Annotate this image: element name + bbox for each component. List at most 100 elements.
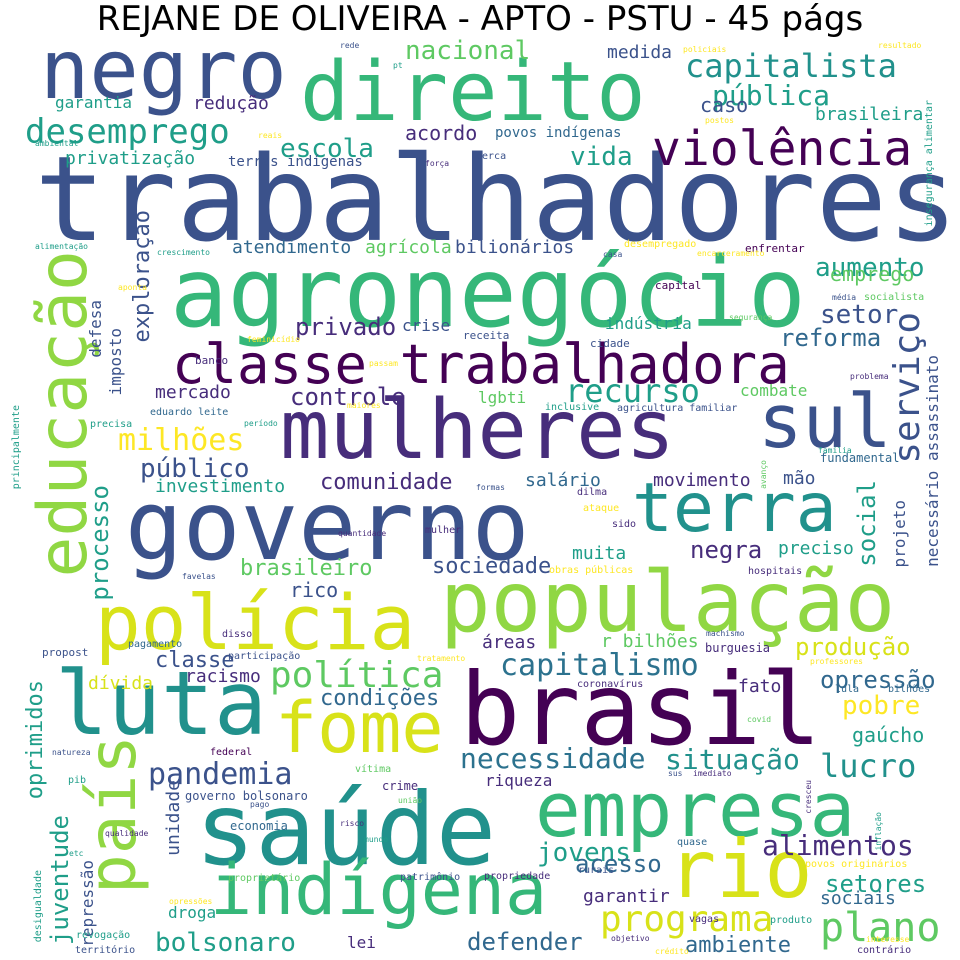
word-projeto: projeto: [890, 500, 909, 568]
word-controle: controle: [290, 383, 406, 411]
word-governo-bolsonaro: governo bolsonaro: [185, 789, 308, 803]
word-condicoes: condições: [320, 686, 440, 711]
word-feminicidio: feminicídio: [247, 335, 300, 344]
word-passam: passam: [369, 359, 398, 368]
word-exploracao: exploração: [130, 210, 155, 343]
word-lucro: lucro: [820, 747, 917, 785]
word-sul: sul: [758, 379, 892, 465]
word-povos-originarios: povos originários: [805, 859, 908, 870]
word-banco: banco: [195, 354, 229, 367]
word-agricultura-familiar: agricultura familiar: [617, 403, 738, 414]
word-pago: pago: [250, 800, 270, 809]
word-interesse: interesse: [866, 935, 910, 944]
word-fato: fato: [738, 676, 782, 697]
word-juventude: juventude: [46, 815, 74, 946]
word-periodo: período: [244, 419, 278, 428]
word-negro: negro: [40, 23, 287, 118]
word-agricola: agrícola: [365, 237, 452, 258]
word-desempregado: desempregado: [624, 239, 697, 250]
word-defesa: defesa: [86, 300, 105, 358]
word-pagamento: pagamento: [128, 639, 183, 650]
word-familia: família: [818, 446, 852, 455]
word-bilhoes: bilhões: [888, 684, 931, 695]
word-mundo: mundo: [364, 835, 389, 844]
word-socialista: socialista: [864, 292, 925, 303]
word-etc: etc: [69, 849, 84, 858]
word-terras-indigenas: terras indígenas: [228, 154, 363, 170]
word-imposto: imposto: [106, 328, 125, 396]
word-reducao: redução: [193, 93, 269, 114]
word-sus: sus: [668, 769, 683, 778]
word-lei: lei: [347, 933, 376, 952]
word-cidade: cidade: [590, 337, 630, 350]
word-natureza: natureza: [52, 748, 91, 757]
word-qualidade: qualidade: [105, 829, 149, 838]
word-milhoes: milhões: [118, 423, 245, 458]
word-preciso: preciso: [778, 538, 854, 559]
page-title: REJANE DE OLIVEIRA - APTO - PSTU - 45 pá…: [96, 0, 864, 39]
word-desemprego: desemprego: [25, 112, 230, 152]
word-fundamental: fundamental: [820, 451, 900, 465]
word-medida: medida: [607, 42, 673, 63]
word-classe: classe: [155, 648, 235, 673]
word-avanco: avanço: [759, 460, 768, 489]
word-populacao: população: [440, 553, 896, 651]
word-opressao: opressão: [820, 666, 936, 694]
word-policia: polícia: [95, 578, 416, 667]
word-cerca: cerca: [476, 151, 507, 162]
word-machismo: machismo: [706, 629, 745, 638]
word-processo: processo: [86, 485, 114, 601]
word-alimentacao: alimentação: [35, 242, 88, 251]
word-maiores: maiores: [347, 401, 381, 410]
word-necessario-assassinato: necessário assassinato: [923, 355, 942, 567]
word-bilionarios: bilionários: [455, 237, 575, 258]
word-quantidade: quantidade: [338, 529, 387, 538]
word-garantia: garantia: [55, 93, 133, 112]
word-disso: disso: [222, 629, 253, 640]
word-mao: mão: [783, 468, 816, 489]
word-acesso: acesso: [575, 850, 662, 878]
word-empresa: empresa: [535, 765, 856, 854]
word-caso: caso: [700, 93, 749, 117]
word-receita: receita: [463, 329, 510, 342]
word-inclusive: inclusive: [545, 402, 600, 413]
word-capitalista: capitalista: [685, 47, 897, 85]
word-aponta: aponta: [118, 283, 147, 292]
word-encarceramento: encarceramento: [697, 249, 765, 258]
word-agronegocio: agronegócio: [170, 237, 806, 349]
word-propost: propost: [42, 646, 89, 659]
word-proprietario: proprietário: [228, 873, 301, 884]
word-burguesia: burguesia: [705, 641, 771, 655]
word-governo: governo: [125, 470, 530, 582]
word-movimento: movimento: [653, 470, 751, 491]
word-obras-publicas: obras públicas: [549, 565, 634, 576]
word-dilma: dilma: [577, 487, 608, 498]
word-credito: crédito: [655, 947, 689, 956]
word-jovens: jovens: [537, 838, 631, 868]
word-direito: direito: [300, 45, 646, 140]
word-garantir: garantir: [583, 886, 670, 907]
word-rurais: rurais: [578, 865, 615, 876]
word-aumento: aumento: [815, 253, 925, 283]
word-lgbti: lgbti: [478, 388, 527, 407]
word-acordo: acordo: [405, 121, 478, 145]
word-contrario: contrário: [857, 945, 912, 956]
word-ambiental: ambiental: [35, 139, 79, 148]
word-problema: problema: [850, 372, 889, 381]
word-combate: combate: [740, 381, 808, 400]
word-r-bilhoes: r bilhões: [601, 631, 699, 652]
word-publico: público: [140, 454, 250, 484]
word-defender: defender: [467, 928, 583, 956]
word-social: social: [853, 480, 881, 567]
word-pib: pib: [68, 775, 87, 786]
word-federal: federal: [210, 747, 253, 758]
word-producao: produção: [795, 633, 911, 661]
word-investimento: investimento: [155, 476, 286, 497]
word-mulher: mulher: [425, 525, 462, 536]
word-hospitais: hospitais: [748, 566, 803, 577]
word-imediato: imediato: [693, 769, 732, 778]
word-precisa: precisa: [90, 419, 133, 430]
word-pandemia: pandemia: [148, 757, 293, 792]
